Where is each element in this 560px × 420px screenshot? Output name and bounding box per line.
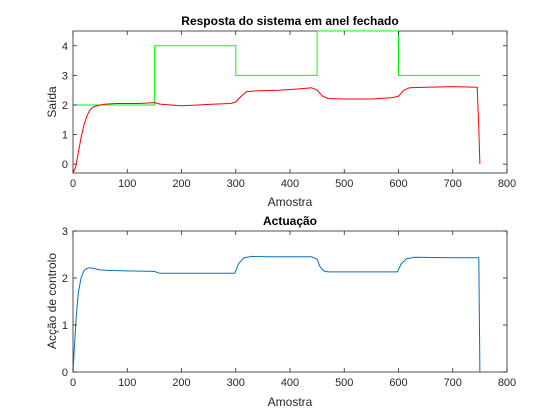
axes-box-response <box>72 30 508 174</box>
y-tick-label: 2 <box>62 100 68 112</box>
x-tick-label: 600 <box>389 178 407 190</box>
x-tick-label: 200 <box>172 178 190 190</box>
x-tick-label: 700 <box>444 377 462 389</box>
x-tick-label: 600 <box>389 377 407 389</box>
x-tick-label: 300 <box>227 178 245 190</box>
x-tick-label: 800 <box>498 178 516 190</box>
y-axis-label-actuation: Acção de controlo <box>45 253 59 349</box>
y-tick-label: 0 <box>62 159 68 171</box>
series-line-0-1 <box>72 86 481 174</box>
x-axis-label-actuation: Amostra <box>268 395 313 409</box>
axes-box-actuation <box>72 230 508 373</box>
x-axis-label-response: Amostra <box>268 195 313 209</box>
x-tick-label: 300 <box>227 377 245 389</box>
series-line-1-0 <box>72 255 481 373</box>
plot-response: 0 100 200 300 400 500 600 700 800 0 1 2 3 4 Resposta … <box>45 14 516 209</box>
y-axis-label-response: Saída <box>45 86 59 118</box>
x-tick-label: 200 <box>172 377 190 389</box>
x-tick-label: 0 <box>70 377 76 389</box>
x-tick-label: 100 <box>118 377 136 389</box>
y-tick-label: 1 <box>62 320 68 332</box>
x-tick-label: 0 <box>70 178 76 190</box>
chart-title-actuation: Actuação <box>263 214 317 228</box>
plot-actuation: 0 100 200 300 400 500 600 700 800 0 1 2 3 Actuação A… <box>45 214 516 409</box>
x-tick-label: 500 <box>335 377 353 389</box>
y-tick-label: 0 <box>62 367 68 379</box>
y-tick-label: 3 <box>62 70 68 82</box>
y-tick-label: 3 <box>62 226 68 238</box>
series-container-actuation <box>72 255 481 373</box>
ticks-response: 0 100 200 300 400 500 600 700 800 0 1 2 3 4 <box>62 31 516 190</box>
series-line-0-0 <box>73 30 480 106</box>
y-tick-label: 1 <box>62 130 68 142</box>
x-tick-label: 400 <box>281 377 299 389</box>
x-tick-label: 100 <box>118 178 136 190</box>
y-tick-label: 2 <box>62 273 68 285</box>
chart-title-response: Resposta do sistema em anel fechado <box>181 14 398 28</box>
y-tick-label: 4 <box>62 41 68 53</box>
x-tick-label: 500 <box>335 178 353 190</box>
x-tick-label: 400 <box>281 178 299 190</box>
x-tick-label: 700 <box>444 178 462 190</box>
ticks-actuation: 0 100 200 300 400 500 600 700 800 0 1 2 3 <box>62 226 516 389</box>
series-container-response <box>72 30 481 174</box>
x-tick-label: 800 <box>498 377 516 389</box>
